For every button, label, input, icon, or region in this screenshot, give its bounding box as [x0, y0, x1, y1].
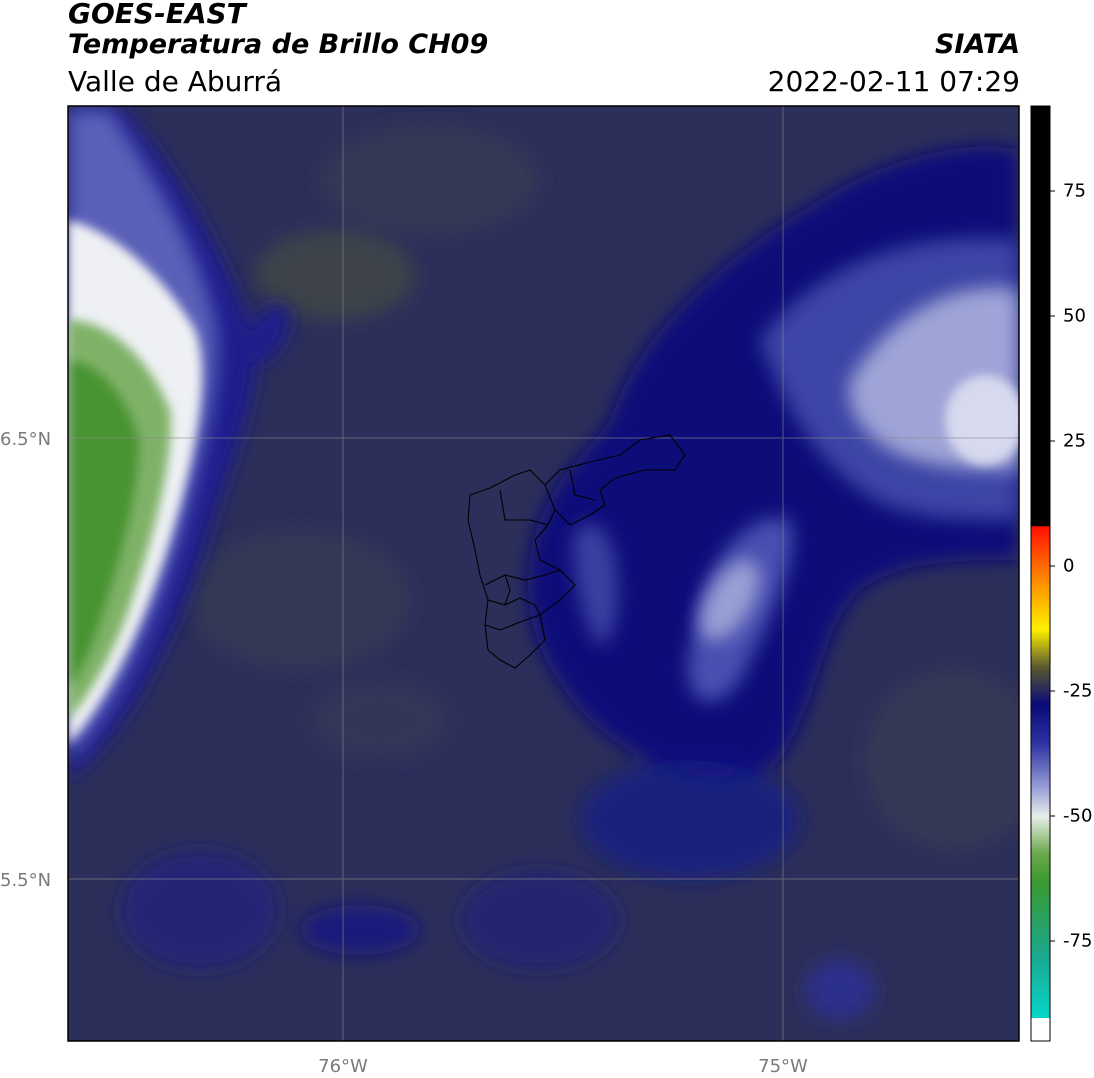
colorbar [1031, 106, 1050, 1041]
product-title: Temperatura de Brillo CH09 [68, 29, 489, 60]
map-gridlines [68, 106, 1019, 1041]
colorbar-tick-label: -50 [1063, 805, 1093, 827]
colorbar-frame [1030, 105, 1051, 1042]
colorbar-tick-label: 0 [1063, 555, 1075, 577]
colorbar-tick-label: 50 [1063, 305, 1086, 327]
colorbar-tick-label: -25 [1063, 680, 1093, 702]
colorbar-tick-label: 75 [1063, 180, 1086, 202]
datetime-label: 2022-02-11 07:29 [767, 65, 1020, 98]
municipal-boundaries [467, 434, 686, 669]
figure-title: GOES-EAST [68, 0, 246, 30]
colorbar-tick-label: 25 [1063, 430, 1086, 452]
lon-label-76w: 76°W [318, 1056, 368, 1077]
lon-label-75w: 75°W [758, 1056, 808, 1077]
colorbar-tick-label: -75 [1063, 930, 1093, 952]
region-subtitle: Valle de Aburrá [68, 65, 283, 98]
map-frame [67, 105, 1020, 1042]
lat-label-5-5: 5.5°N [0, 870, 52, 891]
source-label: SIATA [934, 29, 1020, 60]
lat-label-6-5: 6.5°N [0, 429, 52, 450]
brightness-temperature-field [68, 106, 1019, 1041]
